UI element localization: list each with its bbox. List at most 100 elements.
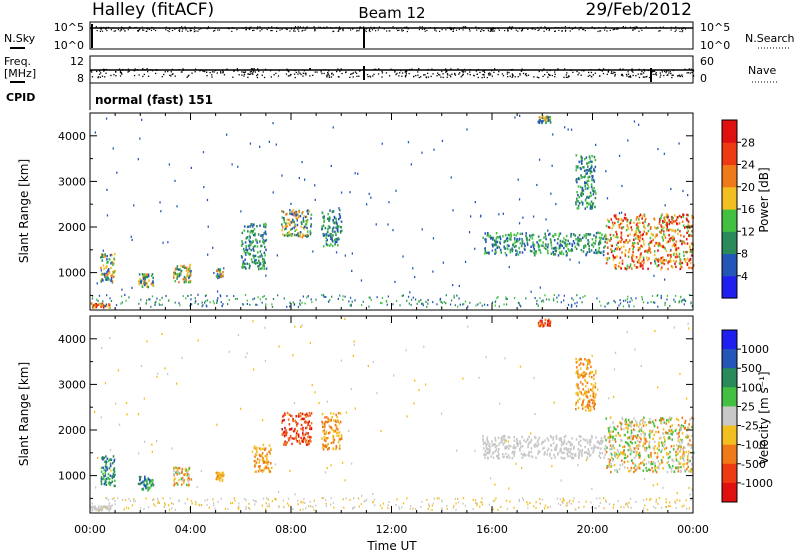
scatter-cell [576,242,579,245]
scatter-cell [184,277,187,280]
scatter-cell [220,473,222,477]
scatter-cell [591,375,593,379]
scatter-cell [661,448,663,451]
freq-dot [285,73,288,75]
freq-dot [147,71,149,73]
noise-dot [452,30,454,32]
velocity-scatter-cells [90,317,695,513]
scatter-cell [287,418,290,421]
scatter-cell [493,239,496,242]
scatter-cell [503,240,506,244]
scatter-cell [591,204,594,207]
scatter-cell [305,420,308,424]
scatter-cell [239,407,242,410]
scatter-cell [627,234,629,237]
scatter-cell [184,266,186,269]
noise-dot [468,28,471,31]
scatter-cell [120,295,123,298]
scatter-cell [299,299,301,302]
scatter-cell [521,467,523,470]
scatter-cell [327,417,329,420]
scatter-cell [243,250,246,253]
scatter-cell [484,247,486,250]
scatter-cell [139,476,142,479]
scatter-cell [590,249,593,252]
scatter-cell [611,227,613,230]
scatter-cell [272,122,274,125]
scatter-cell [298,210,300,214]
scatter-cell [173,271,175,274]
noise-dot [276,30,278,32]
scatter-cell [652,233,654,236]
scatter-cell [336,229,339,232]
scatter-cell [100,278,102,282]
scatter-cell [691,463,693,466]
scatter-cell [618,154,621,157]
scatter-cell [326,217,329,220]
scatter-cell [328,244,331,247]
freq-dot [323,72,325,75]
scatter-cell [678,462,681,465]
scatter-cell [631,244,634,248]
scatter-cell [327,225,330,228]
freq-dot [594,72,596,74]
scatter-cell [308,442,310,445]
scatter-cell [689,266,691,269]
scatter-cell [640,426,643,430]
scatter-cell [266,459,269,462]
scatter-cell [565,234,568,238]
scatter-cell [598,454,600,458]
scatter-cell [679,260,682,263]
freq-right-tick-bottom: 0 [700,72,707,85]
scatter-cell [684,426,686,430]
scatter-cell [331,295,333,298]
scatter-cell [685,250,687,254]
scatter-cell [469,301,471,304]
scatter-cell [621,463,624,466]
freq-dot [648,76,651,79]
scatter-cell [663,234,666,237]
scatter-cell [688,226,691,229]
freq-dot [655,74,658,76]
scatter-cell [286,234,289,238]
scatter-cell [587,362,589,365]
scatter-cell [259,240,261,243]
scatter-cell [262,260,264,264]
noise-dot [342,30,344,32]
scatter-cell [148,478,151,482]
scatter-cell [629,445,631,448]
scatter-cell [685,260,687,263]
scatter-cell [634,450,636,453]
noise-dot [424,30,426,32]
scatter-cell [246,248,249,252]
scatter-cell [328,219,330,222]
scatter-cell [664,301,666,304]
scatter-cell [665,216,668,219]
scatter-cell [216,476,218,479]
scatter-cell [263,232,265,235]
scatter-cell [597,231,599,235]
freq-dot [326,74,328,76]
scatter-cell [604,245,606,248]
scatter-cell [656,483,659,486]
scatter-cell [277,490,280,494]
scatter-cell [658,441,660,444]
scatter-cell [656,226,659,230]
noise-dot [198,29,200,31]
scatter-cell [258,465,260,468]
scatter-cell [181,470,183,474]
freq-dot [326,75,328,77]
scatter-cell [629,497,632,500]
scatter-cell [644,449,647,452]
scatter-cell [682,213,685,217]
scatter-cell [219,473,221,476]
freq-dot [578,72,580,74]
scatter-cell [633,450,635,454]
scatter-cell [574,302,576,305]
scatter-cell [682,250,685,254]
scatter-cell [499,402,501,405]
scatter-cell [654,260,656,263]
scatter-cell [673,238,675,241]
noise-dot [389,30,391,32]
scatter-cell [410,298,413,301]
